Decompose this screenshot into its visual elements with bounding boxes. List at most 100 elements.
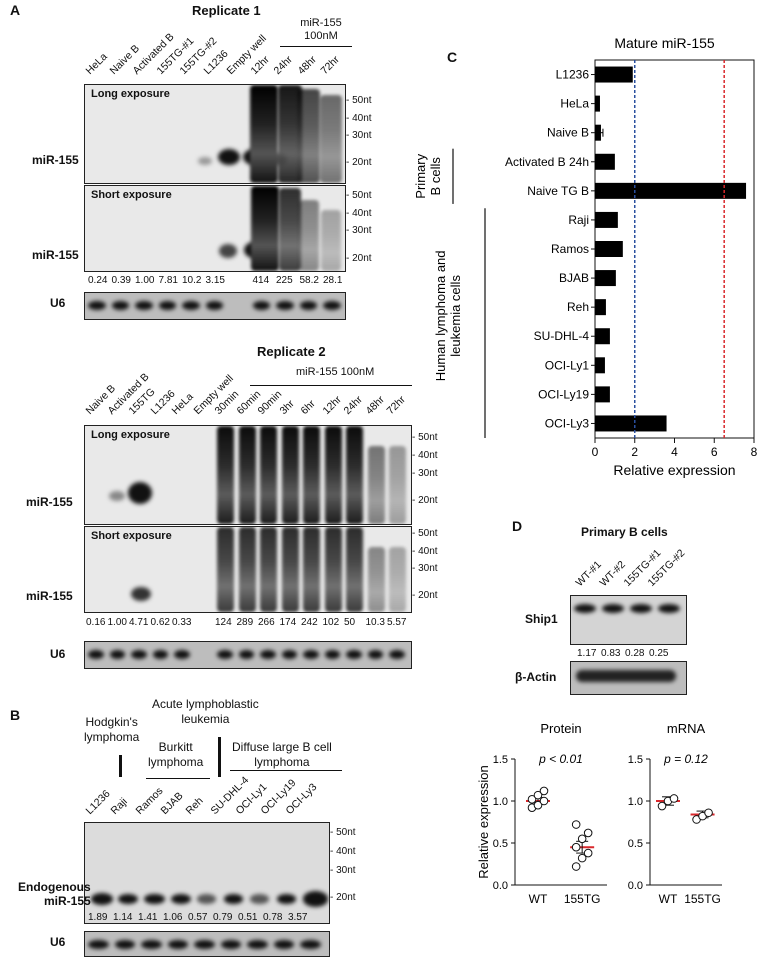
data-point (527, 795, 537, 804)
quant-value: 102 (322, 617, 340, 628)
replicate1-short-exposure-blot: Short exposure (84, 185, 346, 272)
category-label: Activated B 24h (505, 155, 589, 169)
quant-value: 242 (301, 617, 318, 628)
size-marker: - 30nt (346, 225, 372, 236)
lane-label: Ramos (133, 784, 166, 817)
data-point (571, 842, 581, 852)
smear (324, 527, 342, 612)
quant-value: 0.57 (188, 912, 208, 923)
category-label: Raji (568, 213, 589, 227)
band (219, 244, 237, 258)
mir155-band (276, 894, 297, 904)
u6-band (220, 940, 241, 949)
u6-band (299, 301, 317, 310)
quant-value: 0.25 (649, 648, 669, 659)
lane-label: HeLa (83, 50, 110, 77)
u6-band (88, 301, 106, 310)
x-tick-label: 4 (671, 445, 678, 459)
lane-label: 6hr (298, 397, 318, 417)
lane-label: 48hr (295, 53, 319, 77)
plot-title: mRNA (667, 721, 706, 736)
quant-value: 4.71 (129, 617, 149, 628)
smear (321, 210, 341, 271)
quant-value: 174 (279, 617, 297, 628)
replicate2-long-exposure-blot: Long exposure (84, 425, 412, 525)
size-marker: - 40nt (330, 846, 356, 857)
category-label: Ramos (551, 242, 589, 256)
mir155-band (91, 893, 113, 905)
replicate2-u6-blot (84, 641, 412, 669)
x-tick-label: 6 (711, 445, 718, 459)
u6-band (276, 301, 294, 310)
u6-band (182, 301, 200, 310)
category-label: HeLa (560, 97, 589, 111)
bar (595, 328, 610, 345)
panel-b-blot (84, 822, 330, 924)
quant-value: 124 (215, 617, 232, 628)
band (198, 157, 212, 165)
panel-d-label: D (512, 518, 523, 534)
panel-c-bar-chart: Mature miR-155 L1236 HeLa Naive B Activated … (413, 35, 758, 478)
bar (595, 357, 605, 374)
y-tick-label: 1.0 (493, 796, 508, 808)
size-marker: - 30nt (412, 563, 438, 574)
panel-b-row-label: Endogenous miR-155 (18, 880, 91, 908)
u6-band (658, 604, 680, 613)
bar (595, 415, 667, 432)
smear (303, 426, 320, 524)
quant-value: 0.79 (213, 912, 233, 923)
x-axis-label: Relative expression (613, 462, 735, 478)
data-point (577, 834, 587, 844)
mir155-band (117, 893, 138, 905)
data-point (571, 862, 581, 871)
u6-band (630, 604, 652, 613)
u6-band (238, 650, 254, 659)
replicate1-treatment-header: miR-155 100nM (290, 17, 352, 43)
mir155-band (303, 891, 329, 907)
size-marker: - 20nt (346, 253, 372, 264)
lane-label: WT-#2 (597, 558, 628, 589)
smear (389, 547, 406, 612)
x-category-label: 155TG (564, 892, 601, 906)
lane-label: 12hr (320, 393, 344, 417)
category-label: Naive B (547, 126, 589, 140)
data-point (669, 794, 679, 803)
mir155-band (250, 894, 270, 904)
smear (217, 426, 234, 524)
u6-band (88, 940, 109, 949)
category-label: BJAB (559, 271, 589, 285)
replicate1-u6-label: U6 (50, 296, 66, 310)
smear (367, 446, 385, 524)
replicate1-short-row-label: miR-155 (32, 248, 79, 262)
chart-title: Mature miR-155 (614, 35, 715, 51)
dlbcl-underline (230, 770, 342, 771)
quant-value: 3.57 (288, 912, 308, 923)
x-tick-label: 2 (631, 445, 638, 459)
u6-band (247, 940, 268, 949)
quant-value: 28.1 (323, 275, 343, 286)
x-category-label: WT (659, 892, 678, 906)
data-point (657, 801, 667, 811)
quant-value: 0.51 (238, 912, 258, 923)
smear (238, 527, 256, 612)
data-point (571, 820, 581, 829)
smear (346, 527, 363, 612)
x-category-label: WT (529, 892, 548, 906)
bar (595, 95, 600, 112)
group-all: Acute lymphoblastic leukemia (152, 697, 259, 726)
smear (367, 547, 385, 612)
smear (298, 89, 320, 183)
quant-value: 50 (344, 617, 356, 628)
group-dlbcl: Diffuse large B cell lymphoma (232, 740, 332, 769)
quant-value: 1.17 (577, 648, 597, 659)
u6-band (111, 301, 129, 310)
u6-band (174, 650, 190, 659)
smear (324, 426, 342, 524)
replicate1-title: Replicate 1 (192, 3, 261, 18)
smear (389, 446, 406, 524)
band (131, 587, 151, 601)
size-marker: - 50nt (412, 528, 438, 539)
group-human-label: Human lymphoma andleukemia cells (433, 250, 463, 381)
u6-band (323, 301, 341, 310)
quant-value: 1.41 (138, 912, 158, 923)
